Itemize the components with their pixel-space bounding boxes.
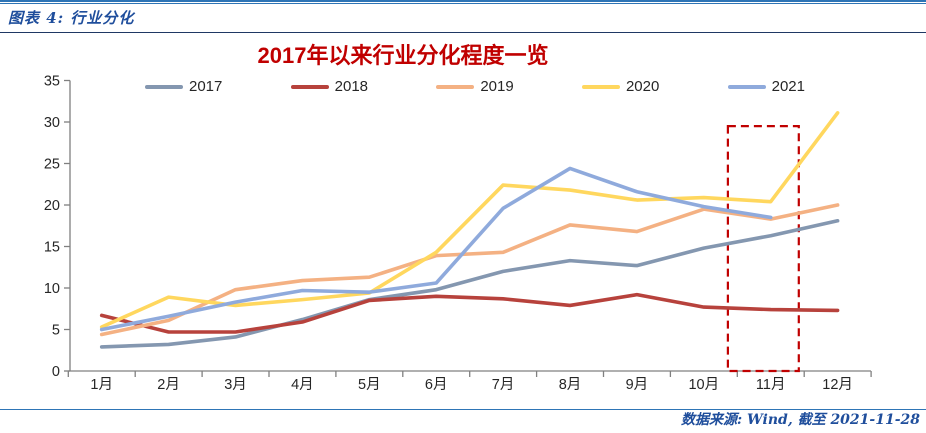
legend-item-2021: 2021 xyxy=(727,78,805,95)
figure-footer: 数据来源: Wind, 截至 2021-11-28 xyxy=(0,409,926,433)
series-line-2017 xyxy=(99,218,840,349)
legend-item-2020: 2020 xyxy=(581,78,660,95)
x-tick-label: 10月 xyxy=(688,377,719,393)
series-line-2019 xyxy=(99,203,840,337)
legend-label: 2021 xyxy=(771,78,805,95)
x-tick-label: 3月 xyxy=(224,377,247,393)
highlight-rect-november xyxy=(726,125,800,373)
series-line-2021 xyxy=(99,166,773,332)
y-tick-label: 35 xyxy=(44,74,60,90)
chart-legend: 2017 2018 2019 2020 2021 xyxy=(145,79,805,94)
x-tick-label: 5月 xyxy=(358,377,381,393)
top-double-rule xyxy=(0,0,926,4)
legend-swatch-2018 xyxy=(290,84,329,89)
legend-swatch-2020 xyxy=(581,84,620,89)
x-tick-label: 2月 xyxy=(157,377,180,393)
chart-title: 2017年以来行业分化程度一览 xyxy=(257,43,549,68)
y-tick-label: 5 xyxy=(52,323,60,339)
x-tick-label: 11月 xyxy=(756,377,786,393)
x-tick-label: 4月 xyxy=(291,377,314,393)
legend-item-2018: 2018 xyxy=(290,78,369,95)
y-tick-label: 0 xyxy=(52,364,60,380)
legend-item-2017: 2017 xyxy=(145,79,222,94)
y-tick-label: 25 xyxy=(44,157,60,173)
legend-swatch-2021 xyxy=(727,84,766,89)
y-tick-label: 10 xyxy=(44,281,60,297)
data-source-note: 数据来源: Wind, 截至 2021-11-28 xyxy=(681,412,920,428)
x-tick-label: 12月 xyxy=(822,377,853,393)
legend-swatch-2019 xyxy=(436,84,475,89)
figure-header: 图表 4: 行业分化 xyxy=(0,7,926,33)
legend-label: 2020 xyxy=(625,78,660,95)
y-tick-label: 20 xyxy=(44,198,60,214)
y-tick-label: 15 xyxy=(44,240,60,256)
x-tick-label: 9月 xyxy=(626,377,649,393)
y-tick-label: 30 xyxy=(44,115,60,131)
legend-item-2019: 2019 xyxy=(436,78,514,95)
legend-label: 2019 xyxy=(480,78,514,95)
legend-label: 2018 xyxy=(334,78,369,95)
legend-label: 2017 xyxy=(189,78,223,95)
x-tick-label: 7月 xyxy=(492,377,515,393)
series-line-2018 xyxy=(99,292,840,334)
figure-caption: 图表 4: 行业分化 xyxy=(8,9,135,27)
x-tick-label: 8月 xyxy=(559,377,582,393)
x-tick-label: 6月 xyxy=(425,377,448,393)
legend-swatch-2017 xyxy=(145,84,183,89)
x-tick-label: 1月 xyxy=(90,377,113,393)
